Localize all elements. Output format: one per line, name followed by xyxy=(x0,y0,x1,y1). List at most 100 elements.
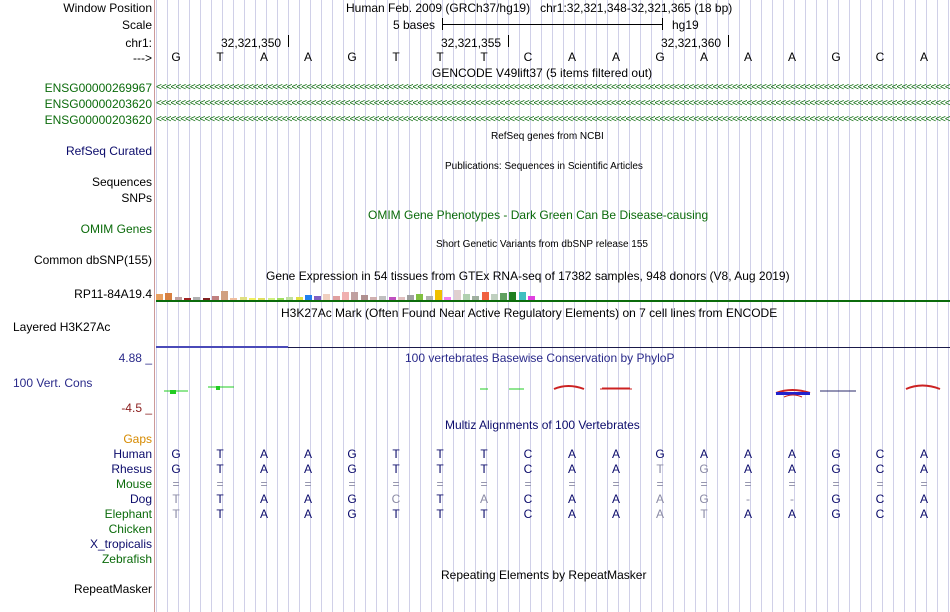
dbsnp-title[interactable]: Short Genetic Variants from dbSNP releas… xyxy=(436,239,648,250)
gtex-tissue-bars[interactable] xyxy=(156,286,556,300)
gtex-tissue-bar[interactable] xyxy=(221,291,229,300)
publications-title[interactable]: Publications: Sequences in Scientific Ar… xyxy=(445,161,643,172)
gtex-tissue-bar[interactable] xyxy=(249,298,256,300)
phylop-positive-marks xyxy=(164,386,524,394)
dbsnp-label[interactable]: Common dbSNP(155) xyxy=(33,253,152,267)
gtex-gene-label[interactable]: RP11-84A19.4 xyxy=(74,287,152,301)
sequence-base: A xyxy=(611,50,620,64)
alignment-base: = xyxy=(348,477,356,491)
alignment-base: T xyxy=(216,447,224,461)
gtex-tissue-bar[interactable] xyxy=(462,294,470,300)
gencode-gene-1-label[interactable]: ENSG00000269967 xyxy=(44,81,152,95)
gtex-tissue-bar[interactable] xyxy=(453,290,461,300)
species-label-zebrafish[interactable]: Zebrafish xyxy=(101,552,152,566)
gtex-tissue-bar[interactable] xyxy=(295,297,303,300)
gtex-tissue-bar[interactable] xyxy=(379,296,387,300)
species-label-mouse[interactable]: Mouse xyxy=(115,477,152,491)
omim-title[interactable]: OMIM Gene Phenotypes - Dark Green Can Be… xyxy=(368,208,709,222)
gencode-gene-3-label[interactable]: ENSG00000203620 xyxy=(44,113,152,127)
species-label-chicken[interactable]: Chicken xyxy=(108,522,152,536)
publications-snps-label[interactable]: SNPs xyxy=(121,191,152,205)
gtex-tissue-bar[interactable] xyxy=(314,296,322,300)
refseq-title[interactable]: RefSeq genes from NCBI xyxy=(491,131,604,142)
gtex-tissue-bar[interactable] xyxy=(286,297,294,300)
alignment-base: A xyxy=(303,492,312,506)
phylop-track[interactable] xyxy=(156,374,950,408)
gtex-tissue-bar[interactable] xyxy=(165,293,173,300)
multiz-gaps-label[interactable]: Gaps xyxy=(123,432,152,446)
gtex-tissue-bar[interactable] xyxy=(258,298,266,300)
sequence-base: T xyxy=(392,50,400,64)
alignment-base: C xyxy=(523,507,533,521)
gtex-tissue-bar[interactable] xyxy=(351,292,359,300)
alignment-base: A xyxy=(567,507,576,521)
gtex-tissue-bar[interactable] xyxy=(500,293,508,300)
alignment-base: = xyxy=(568,477,576,491)
gtex-tissue-bar[interactable] xyxy=(435,290,442,300)
gencode-gene-2-label[interactable]: ENSG00000203620 xyxy=(44,97,152,111)
sequence-base: T xyxy=(216,50,224,64)
phylop-label[interactable]: 100 Vert. Cons xyxy=(13,376,93,390)
gtex-tissue-bar[interactable] xyxy=(490,294,498,300)
gtex-tissue-bar[interactable] xyxy=(388,297,396,300)
gtex-tissue-bar[interactable] xyxy=(202,298,210,300)
alignment-base: G xyxy=(347,462,357,476)
gtex-tissue-bar[interactable] xyxy=(425,296,433,300)
publications-sequences-label[interactable]: Sequences xyxy=(91,175,152,189)
gtex-tissue-bar[interactable] xyxy=(481,292,489,300)
alignment-base: G xyxy=(699,492,709,506)
gtex-tissue-bar[interactable] xyxy=(518,292,526,300)
phylop-title[interactable]: 100 vertebrates Basewise Conservation by… xyxy=(405,351,675,365)
species-label-human[interactable]: Human xyxy=(113,447,152,461)
gtex-tissue-bar[interactable] xyxy=(276,298,284,300)
repeatmasker-label[interactable]: RepeatMasker xyxy=(73,582,152,596)
assembly-title[interactable]: Human Feb. 2009 (GRCh37/hg19) chr1:32,32… xyxy=(346,1,733,15)
gtex-tissue-bar[interactable] xyxy=(156,294,163,300)
repeatmasker-title[interactable]: Repeating Elements by RepeatMasker xyxy=(441,568,647,582)
species-label-dog[interactable]: Dog xyxy=(129,492,152,506)
alignment-base: T xyxy=(436,492,444,506)
alignment-base: T xyxy=(436,462,444,476)
gtex-tissue-bar[interactable] xyxy=(323,294,331,300)
species-label-x_tropicalis[interactable]: X_tropicalis xyxy=(89,537,152,551)
gtex-tissue-bar[interactable] xyxy=(342,292,349,300)
scale-label: Scale xyxy=(121,18,152,32)
gtex-tissue-bar[interactable] xyxy=(528,296,535,300)
gtex-tissue-bar[interactable] xyxy=(193,297,201,300)
gtex-tissue-bar[interactable] xyxy=(174,297,182,300)
alignment-base: G xyxy=(831,492,841,506)
alignment-base: = xyxy=(876,477,884,491)
gtex-title[interactable]: Gene Expression in 54 tissues from GTEx … xyxy=(266,269,790,283)
gtex-tissue-bar[interactable] xyxy=(416,294,424,300)
gtex-tissue-bar[interactable] xyxy=(304,295,312,300)
gtex-tissue-bar[interactable] xyxy=(239,297,247,300)
gtex-tissue-bar[interactable] xyxy=(444,297,452,300)
sequence-base: A xyxy=(743,50,752,64)
species-label-rhesus[interactable]: Rhesus xyxy=(111,462,152,476)
gencode-gene-2-track[interactable]: <<<<<<<<<<<<<<<<<<<<<<<<<<<<<<<<<<<<<<<<… xyxy=(156,98,950,109)
gencode-title[interactable]: GENCODE V49lift37 (5 items filtered out) xyxy=(432,66,653,80)
gtex-tissue-bar[interactable] xyxy=(397,297,405,300)
gtex-tissue-bar[interactable] xyxy=(509,292,517,300)
gencode-gene-1-track[interactable]: <<<<<<<<<<<<<<<<<<<<<<<<<<<<<<<<<<<<<<<<… xyxy=(156,82,950,93)
multiz-title[interactable]: Multiz Alignments of 100 Vertebrates xyxy=(445,418,640,432)
species-label-elephant[interactable]: Elephant xyxy=(104,507,152,521)
gtex-tissue-bar[interactable] xyxy=(407,295,415,300)
gtex-tissue-bar[interactable] xyxy=(360,295,368,300)
gtex-tissue-bar[interactable] xyxy=(369,297,377,300)
h3k27ac-title[interactable]: H3K27Ac Mark (Often Found Near Active Re… xyxy=(281,306,778,320)
sequence-base: A xyxy=(259,50,268,64)
alignment-base: A xyxy=(303,507,312,521)
gencode-gene-3-track[interactable]: <<<<<<<<<<<<<<<<<<<<<<<<<<<<<<<<<<<<<<<<… xyxy=(156,114,950,125)
gtex-tissue-bar[interactable] xyxy=(211,296,219,300)
gtex-tissue-bar[interactable] xyxy=(183,298,191,300)
gtex-tissue-bar[interactable] xyxy=(332,296,340,300)
alignment-base: = xyxy=(524,477,532,491)
gtex-tissue-bar[interactable] xyxy=(230,298,238,300)
gtex-tissue-bar[interactable] xyxy=(472,296,480,300)
h3k27ac-label[interactable]: Layered H3K27Ac xyxy=(13,320,111,334)
gtex-tissue-bar[interactable] xyxy=(267,298,275,300)
alignment-base: = xyxy=(744,477,752,491)
refseq-label[interactable]: RefSeq Curated xyxy=(65,144,152,158)
omim-label[interactable]: OMIM Genes xyxy=(80,222,152,236)
